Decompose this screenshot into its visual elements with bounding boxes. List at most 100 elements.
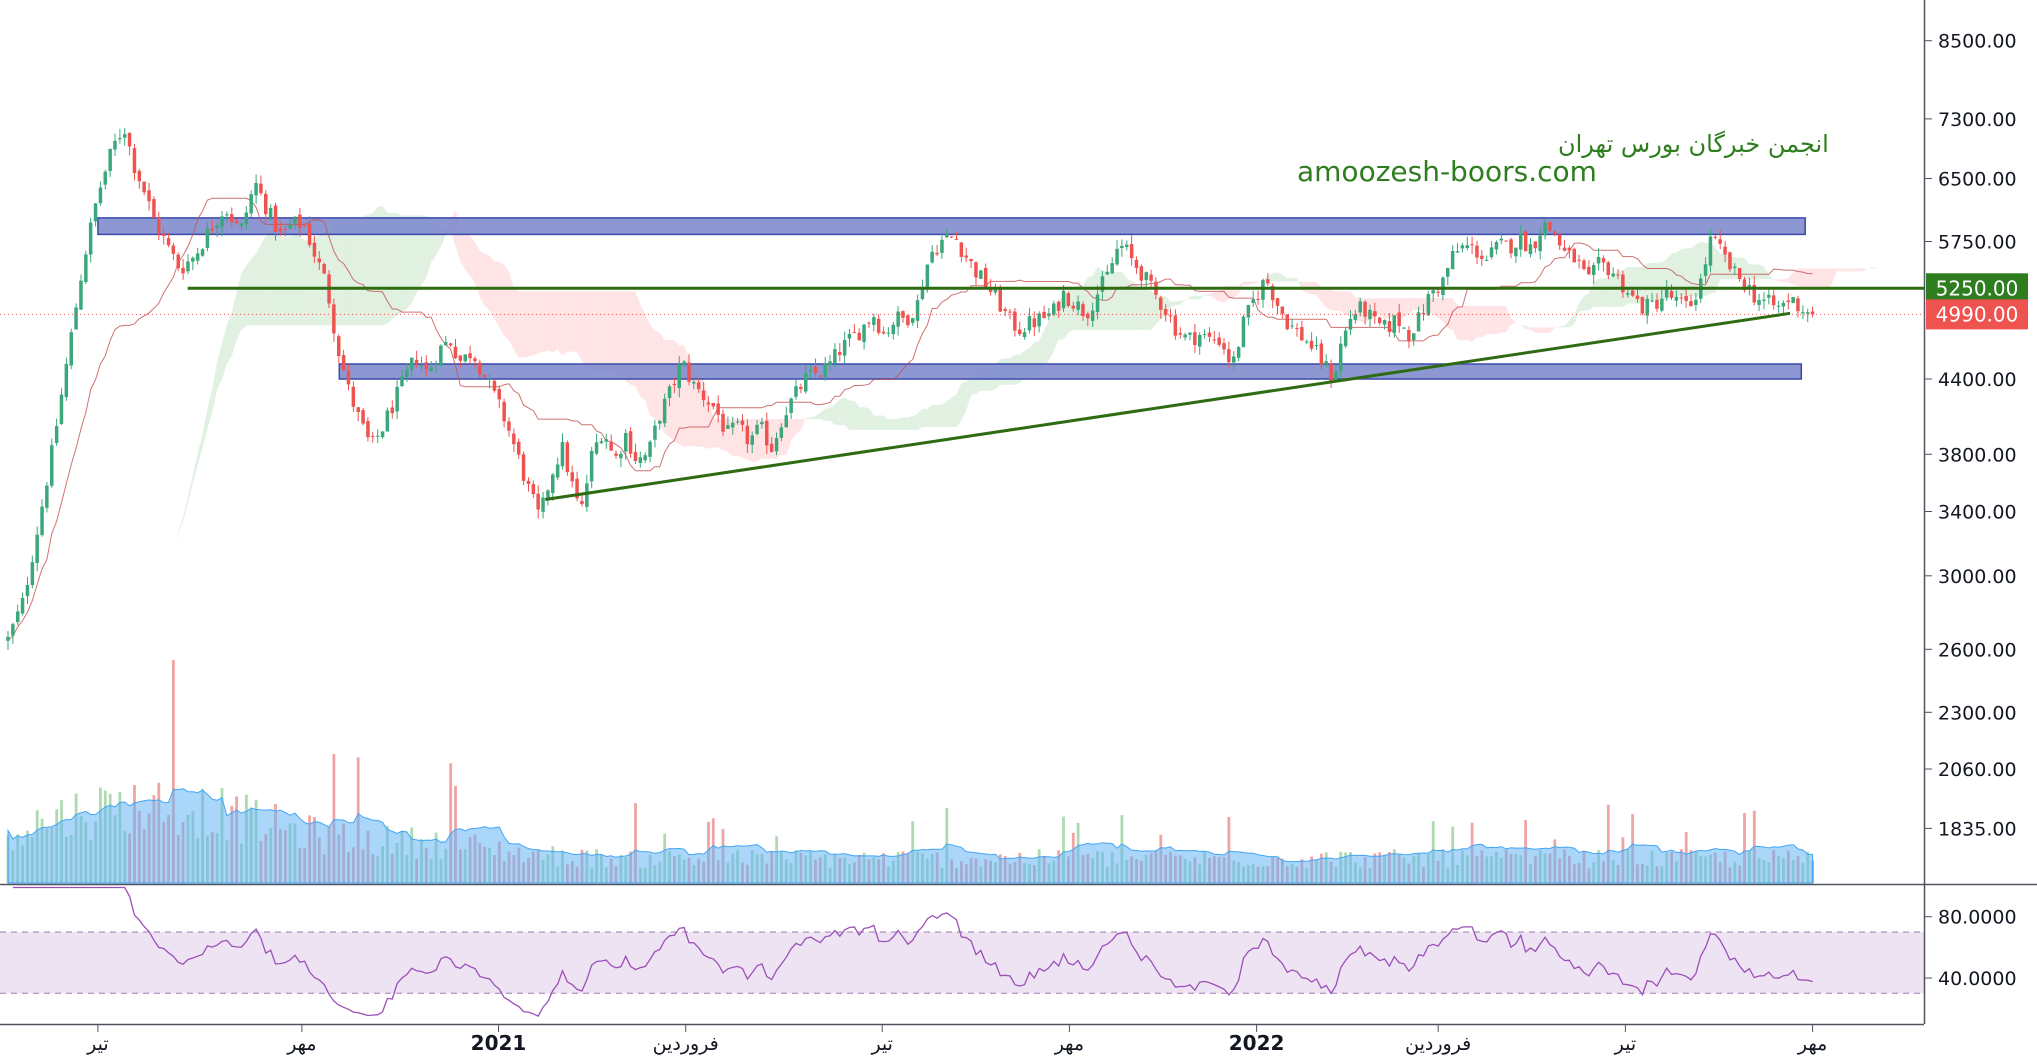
candle-body [40, 506, 44, 536]
candle-body [974, 262, 978, 278]
candle-body [682, 361, 686, 366]
ichimoku-cloud-segment [1817, 268, 1823, 291]
ichimoku-cloud-segment [898, 417, 904, 430]
candle-body [1519, 233, 1523, 250]
time-tick-label: تیر [1614, 1033, 1637, 1055]
candle-body [930, 251, 934, 263]
candle-body [1358, 301, 1362, 313]
ichimoku-cloud-segment [1583, 293, 1589, 311]
candle-body [1188, 332, 1192, 335]
ichimoku-cloud-segment [290, 233, 295, 326]
ichimoku-cloud-segment [533, 291, 539, 355]
candle-body [653, 425, 657, 440]
candle-body [1509, 239, 1513, 254]
ichimoku-cloud-segment [1073, 285, 1079, 330]
ichimoku-cloud-segment [1282, 274, 1288, 282]
price-axis[interactable]: 8500.00 7300.00 6500.00 5750.00 4400.00 3800.… [1924, 31, 2017, 841]
candle-body [1562, 247, 1567, 251]
ichimoku-cloud-segment [226, 312, 232, 365]
ichimoku-cloud-segment [640, 304, 646, 401]
ichimoku-cloud-segment [1593, 278, 1599, 307]
ichimoku-cloud-segment [314, 235, 320, 326]
price-tag-label: 4990.00 [1936, 302, 2019, 326]
ichimoku-cloud-segment [912, 413, 918, 430]
candle-body [1134, 260, 1139, 268]
candle-body [706, 402, 711, 405]
candle-body [205, 228, 210, 248]
candle-body [1066, 293, 1071, 306]
candle-body [1504, 240, 1508, 242]
candle-body [1592, 265, 1596, 275]
ichimoku-cloud-segment [737, 419, 743, 458]
candle-body [813, 366, 818, 374]
levels-layer [0, 286, 1924, 501]
ichimoku-cloud-segment [927, 405, 933, 428]
ichimoku-cloud-segment [280, 235, 286, 326]
candle-body [103, 171, 107, 185]
candle-body [200, 249, 205, 256]
candle-body [1723, 246, 1727, 255]
ichimoku-cloud-segment [1788, 271, 1794, 285]
ichimoku-cloud-segment [552, 291, 558, 353]
ichimoku-cloud-segment [358, 216, 364, 326]
ichimoku-cloud-segment [285, 234, 291, 326]
ichimoku-cloud-segment [791, 419, 796, 441]
candle-body [619, 453, 623, 459]
rsi-tick-label: 80.0000 [1938, 907, 2017, 929]
ichimoku-cloud-segment [1438, 298, 1443, 322]
ichimoku-cloud-segment [1681, 248, 1687, 297]
candle-body [1679, 297, 1683, 299]
main-pane[interactable] [0, 0, 1924, 883]
candle-body [1713, 236, 1718, 238]
candle-body [142, 181, 146, 193]
rsi-line [12, 886, 1813, 1017]
ichimoku-cloud-segment [509, 272, 514, 350]
ichimoku-cloud-segment [231, 291, 237, 356]
ichimoku-cloud-segment [1637, 266, 1643, 304]
ichimoku-cloud-segment [1754, 264, 1760, 280]
ichimoku-cloud-segment [868, 408, 874, 430]
candle-body [380, 431, 385, 438]
candle-body [1728, 252, 1732, 270]
candle-body [1397, 312, 1401, 326]
ichimoku-cloud-segment [859, 407, 865, 430]
candle-body [954, 238, 959, 240]
ichimoku-cloud-segment [713, 417, 719, 448]
ichimoku-cloud-segment [1598, 278, 1604, 307]
ichimoku-cloud-segment [1404, 298, 1409, 318]
candle-body [624, 433, 628, 452]
ichimoku-cloud-segment [834, 399, 840, 425]
ichimoku-cloud-segment [1715, 246, 1721, 293]
volume-bar [332, 754, 336, 883]
candle-body [429, 367, 433, 372]
candle-body [79, 280, 83, 310]
ichimoku-cloud-segment [1564, 319, 1570, 328]
candle-body [152, 199, 156, 218]
ichimoku-cloud-segment [1326, 289, 1332, 310]
ichimoku-cloud-segment [1836, 268, 1842, 272]
ichimoku-cloud-segment [1773, 279, 1779, 282]
time-axis[interactable]: تیر مهر 2021 فروردین تیر مهر 2022 فروردین تیر مهر [86, 1024, 1827, 1055]
candle-body [765, 420, 769, 446]
ichimoku-cloud-segment [1656, 262, 1662, 300]
rsi-axis[interactable]: 80.0000 40.0000 [1924, 907, 2017, 990]
candle-body [750, 435, 754, 445]
kijun-line [7, 197, 1813, 641]
candle-body [59, 394, 64, 424]
price-tick-label: 2600.00 [1938, 639, 2017, 661]
candle-body [1611, 273, 1615, 277]
candle-body [1587, 266, 1591, 275]
candle-body [1548, 221, 1552, 231]
candle-body [1071, 305, 1075, 309]
rsi-tick-label: 40.0000 [1938, 968, 2017, 990]
candle-body [215, 225, 219, 228]
ichimoku-cloud-segment [1793, 268, 1799, 286]
candle-body [1183, 334, 1187, 338]
ichimoku-cloud-segment [217, 343, 223, 390]
ichimoku-cloud-segment [1048, 312, 1054, 360]
ichimoku-cloud-segment [1759, 264, 1764, 280]
candle-body [1090, 310, 1095, 321]
candle-body [1222, 343, 1226, 350]
candle-body [555, 464, 560, 478]
